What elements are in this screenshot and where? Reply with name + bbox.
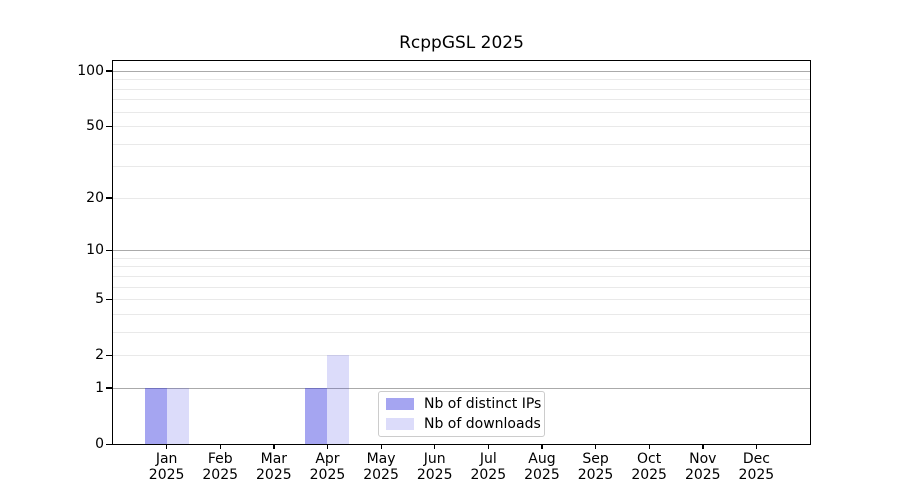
- bar-downloads-jan: [166, 387, 189, 444]
- xtick-mark-mar: [273, 444, 275, 449]
- xtick-mark-may: [380, 444, 382, 449]
- legend-label-downloads: Nb of downloads: [424, 416, 541, 432]
- gridline-minor-60: [113, 111, 810, 113]
- legend: Nb of distinct IPs Nb of downloads: [378, 391, 545, 437]
- gridline-major-100: [113, 70, 810, 72]
- ytick-mark-1: [106, 387, 113, 389]
- xtick-mark-feb: [219, 444, 222, 449]
- ytick-mark-20: [106, 197, 113, 199]
- gridline-minor-70: [113, 99, 810, 101]
- xtick-label-jul: Jul 2025: [470, 451, 507, 483]
- gridline-minor-40: [113, 143, 810, 145]
- xtick-label-apr: Apr 2025: [309, 451, 346, 483]
- gridline-minor-4: [113, 313, 810, 315]
- xtick-mark-oct: [648, 444, 650, 449]
- ytick-label-20: 20: [86, 189, 104, 206]
- xtick-label-may: May 2025: [363, 451, 399, 483]
- xtick-label-mar: Mar 2025: [256, 451, 292, 483]
- gridline-minor-90: [113, 79, 810, 81]
- xtick-mark-jun: [434, 444, 436, 449]
- legend-item-distinct-ips: Nb of distinct IPs: [386, 396, 544, 413]
- ytick-mark-2: [106, 354, 113, 356]
- ytick-label-10: 10: [86, 242, 104, 259]
- gridline-minor-2: [113, 355, 810, 357]
- gridline-minor-80: [113, 88, 810, 90]
- xtick-mark-jan: [166, 444, 168, 449]
- plot-area: [112, 60, 811, 445]
- ytick-mark-100: [106, 70, 113, 72]
- xtick-label-sep: Sep 2025: [577, 451, 614, 483]
- gridline-minor-20: [113, 197, 810, 199]
- gridline-minor-8: [113, 266, 810, 268]
- xtick-mark-aug: [541, 444, 543, 449]
- bar-distinct-ips-jan: [144, 387, 167, 444]
- ytick-label-100: 100: [77, 62, 104, 79]
- ytick-mark-5: [106, 298, 113, 300]
- ytick-mark-0: [106, 443, 113, 445]
- xtick-label-dec: Dec 2025: [738, 451, 775, 483]
- xtick-mark-apr: [326, 444, 329, 449]
- gridline-minor-9: [113, 257, 810, 259]
- legend-label-distinct-ips: Nb of distinct IPs: [424, 396, 542, 412]
- gridline-major-10: [113, 250, 810, 252]
- xtick-label-aug: Aug 2025: [524, 451, 560, 483]
- gridline-minor-3: [113, 331, 810, 333]
- gridline-major-1: [113, 387, 810, 389]
- xtick-mark-nov: [702, 444, 704, 449]
- xtick-label-oct: Oct 2025: [631, 451, 667, 483]
- ytick-label-50: 50: [86, 118, 104, 135]
- ytick-label-0: 0: [95, 436, 104, 452]
- xtick-label-feb: Feb 2025: [202, 451, 239, 483]
- xtick-label-jan: Jan 2025: [148, 451, 185, 483]
- bar-distinct-ips-apr: [305, 387, 328, 444]
- xtick-mark-jul: [487, 444, 490, 449]
- bar-downloads-apr: [327, 355, 350, 444]
- ytick-mark-10: [106, 249, 113, 251]
- ytick-mark-50: [106, 125, 113, 127]
- gridline-minor-5: [113, 299, 810, 301]
- xtick-mark-dec: [755, 444, 758, 449]
- gridline-minor-50: [113, 126, 810, 128]
- xtick-label-nov: Nov 2025: [684, 451, 721, 483]
- xtick-mark-sep: [595, 444, 597, 449]
- xtick-label-jun: Jun 2025: [416, 451, 453, 483]
- gridline-minor-7: [113, 275, 810, 277]
- chart-title: RcppGSL 2025: [399, 33, 524, 53]
- legend-item-downloads: Nb of downloads: [386, 416, 544, 433]
- legend-swatch-downloads: [386, 418, 414, 430]
- ytick-label-5: 5: [95, 291, 104, 308]
- legend-swatch-distinct-ips: [386, 398, 414, 410]
- ytick-label-1: 1: [95, 379, 104, 396]
- gridline-minor-30: [113, 166, 810, 168]
- gridline-minor-6: [113, 286, 810, 288]
- ytick-label-2: 2: [95, 347, 104, 364]
